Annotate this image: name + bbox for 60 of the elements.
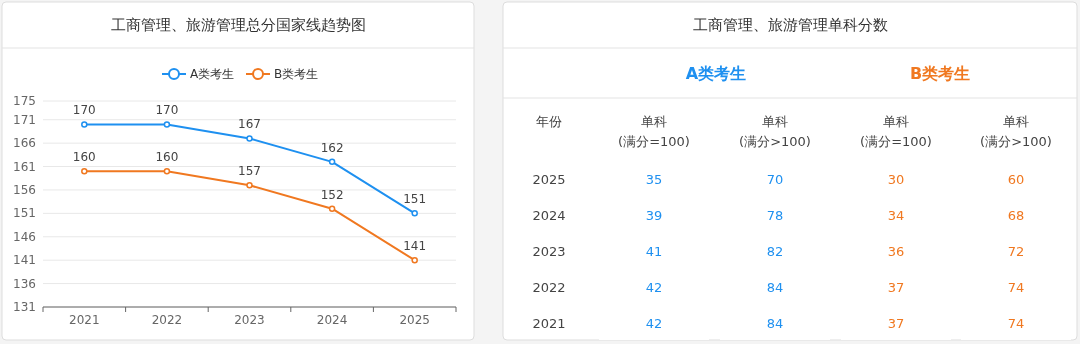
data-label: 36 — [887, 244, 905, 259]
data-label: 30 — [887, 172, 905, 187]
y-tick-label: 2025 — [532, 172, 566, 187]
data-label: 170 — [155, 103, 179, 118]
data-label: 160 — [155, 150, 179, 165]
y-tick-label: 141 — [13, 253, 36, 268]
data-label: 170 — [72, 103, 96, 118]
x-tick-label: 2023 — [234, 313, 265, 327]
y-tick-label: 136 — [13, 276, 36, 291]
x-tick-label: 2021 — [69, 313, 100, 327]
legend-label: A类考生 — [190, 67, 235, 81]
y-tick-label: 2022 — [532, 280, 566, 295]
x-tick-label: 2025 — [399, 313, 430, 327]
x-tick-label: 单科 (满分>100) — [739, 114, 811, 149]
data-label: 74 — [1007, 280, 1025, 295]
y-axis-title: 年份 — [536, 114, 562, 129]
legend-label: B类考生 — [274, 67, 319, 81]
y-tick-label: 156 — [13, 182, 36, 197]
data-label: 157 — [238, 164, 261, 179]
data-label: 151 — [403, 192, 427, 207]
data-label: 42 — [645, 280, 663, 295]
x-tick-label: 单科 (满分=100) — [860, 114, 932, 149]
y-tick-label: 146 — [13, 229, 36, 244]
y-tick-label: 161 — [13, 159, 36, 174]
data-label: 41 — [645, 244, 663, 259]
data-label: 34 — [887, 208, 905, 223]
chart-title: 工商管理、旅游管理单科分数 — [692, 16, 888, 34]
data-label: 162 — [320, 140, 344, 155]
data-label: 74 — [1007, 316, 1025, 331]
data-label: 35 — [645, 172, 663, 187]
data-label: 70 — [766, 172, 784, 187]
chart-title: 工商管理、旅游管理总分国家线趋势图 — [110, 16, 366, 34]
y-tick-label: 151 — [13, 206, 36, 221]
x-tick-label: 2022 — [151, 313, 183, 327]
data-label: 84 — [766, 316, 784, 331]
data-label: 160 — [72, 150, 96, 165]
data-label: 68 — [1007, 208, 1025, 223]
text: A类考生 — [685, 64, 747, 83]
data-label: 152 — [320, 187, 344, 202]
data-label: 42 — [645, 316, 663, 331]
x-tick-label: 单科 (满分>100) — [980, 114, 1052, 149]
data-label: 78 — [766, 208, 784, 223]
data-label: 141 — [403, 239, 427, 254]
y-tick-label: 2024 — [532, 208, 566, 223]
y-tick-label: 171 — [13, 112, 36, 127]
data-label: 82 — [766, 244, 784, 259]
data-label: 60 — [1007, 172, 1025, 187]
y-tick-label: 2023 — [532, 244, 566, 259]
data-label: 84 — [766, 280, 784, 295]
x-tick-label: 单科 (满分=100) — [618, 114, 690, 149]
data-label: 37 — [887, 316, 905, 331]
y-tick-label: 131 — [13, 300, 36, 314]
data-label: 37 — [887, 280, 905, 295]
data-label: 167 — [238, 117, 261, 132]
data-label: 39 — [645, 208, 663, 223]
x-tick-label: 2024 — [316, 313, 348, 327]
data-label: 72 — [1007, 244, 1025, 259]
y-tick-label: 166 — [13, 136, 36, 151]
y-tick-label: 175 — [13, 94, 36, 108]
text: B类考生 — [909, 64, 971, 83]
